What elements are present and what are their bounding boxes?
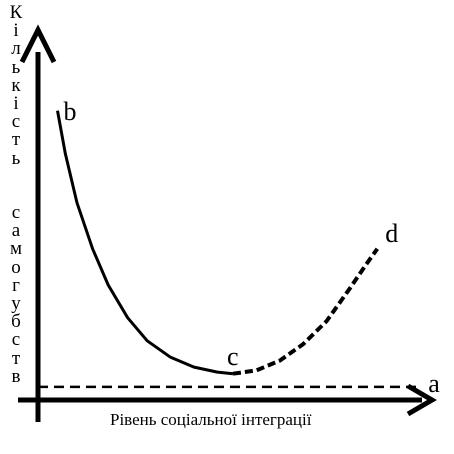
y-axis-label-glyph: і [13, 92, 19, 114]
series-line-2 [232, 247, 379, 376]
x-axis-label: Рівень соціальної інтеграції [110, 410, 312, 429]
y-axis-label-glyph: с [11, 202, 21, 224]
y-axis-label-glyph: о [11, 256, 21, 278]
point-label-c: c [227, 341, 239, 371]
y-axis-label-glyph: б [11, 311, 21, 333]
y-axis-arrowhead [19, 24, 57, 64]
point-label-d: d [385, 218, 399, 248]
series-line-1 [56, 110, 234, 376]
y-axis-label-glyph: к [11, 74, 21, 96]
point-label-b: b [63, 96, 77, 126]
y-axis-label-glyph: с [11, 111, 21, 133]
y-axis-label-glyph: т [11, 347, 21, 369]
series-group [38, 110, 421, 389]
y-axis-label-glyph [8, 168, 24, 186]
y-axis-label-glyph: К [9, 2, 23, 23]
y-axis-label-glyph: м [9, 238, 23, 260]
y-axis-label-glyph: г [12, 274, 20, 296]
y-axis-label-glyph: в [11, 365, 21, 387]
y-axis-label-glyph: у [11, 293, 21, 314]
y-axis-label-glyph: с [11, 329, 21, 351]
point-label-a: a [428, 368, 440, 398]
y-axis-label-glyph: а [11, 220, 21, 242]
y-axis-label-glyph: і [13, 20, 19, 42]
axes [18, 24, 437, 422]
y-axis-label-glyph: т [11, 129, 21, 151]
y-axis-label-glyph: л [11, 38, 21, 60]
x-axis-arrowhead [406, 383, 437, 417]
y-axis-label-glyph: ь [11, 56, 21, 78]
y-axis-label-glyph: ь [11, 147, 21, 169]
